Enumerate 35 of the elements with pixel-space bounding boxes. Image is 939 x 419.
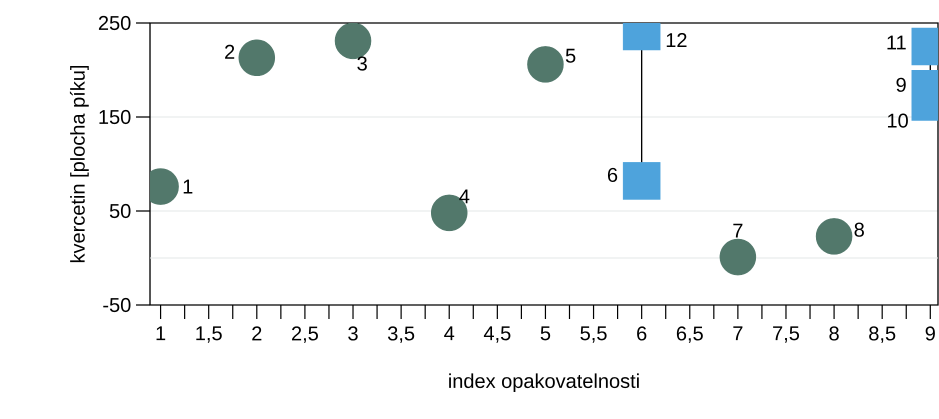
annotation: 7: [733, 224, 742, 238]
annotation: 4: [459, 190, 470, 204]
annotation: 1: [184, 180, 192, 194]
annotation: 5: [566, 48, 576, 63]
annotation: 8: [854, 222, 864, 237]
annotation: 9: [896, 78, 906, 92]
annotation: 10: [888, 114, 908, 128]
x-tick-label: 6: [637, 326, 646, 341]
x-tick-label: 7: [733, 326, 742, 340]
x-tick-label: 6,5: [676, 326, 703, 343]
x-tick-label: 4: [444, 326, 454, 340]
x-tick-label: 7,5: [773, 326, 800, 343]
x-tick-label: 1: [156, 326, 166, 340]
x-tick-label: 3,5: [388, 326, 414, 343]
x-axis-title: index opakovatelnosti: [449, 373, 639, 392]
annotation: 3: [357, 56, 367, 71]
x-tick-label: 2,5: [292, 326, 318, 343]
x-tick-label: 8,5: [869, 326, 896, 343]
annotation: 2: [225, 44, 234, 59]
x-tick-label: 5: [540, 326, 550, 340]
y-tick-label: 50: [110, 204, 130, 218]
annotation: 12: [666, 33, 686, 48]
x-tick-label: 3: [348, 326, 358, 341]
x-tick-label: 5,5: [580, 326, 607, 343]
x-tick-label: 4,5: [484, 326, 510, 343]
x-tick-label: 9: [926, 326, 935, 341]
x-tick-label: 1,5: [196, 326, 222, 343]
annotation: 11: [887, 36, 906, 50]
y-axis-title: kvercetin [plocha píku]: [70, 66, 89, 262]
y-tick-label: -50: [103, 298, 130, 312]
x-tick-label: 2: [252, 326, 262, 340]
y-tick-label: 250: [98, 16, 130, 30]
y-tick-label: 150: [99, 110, 130, 124]
x-tick-label: 8: [829, 326, 839, 341]
annotation: 6: [608, 168, 618, 182]
